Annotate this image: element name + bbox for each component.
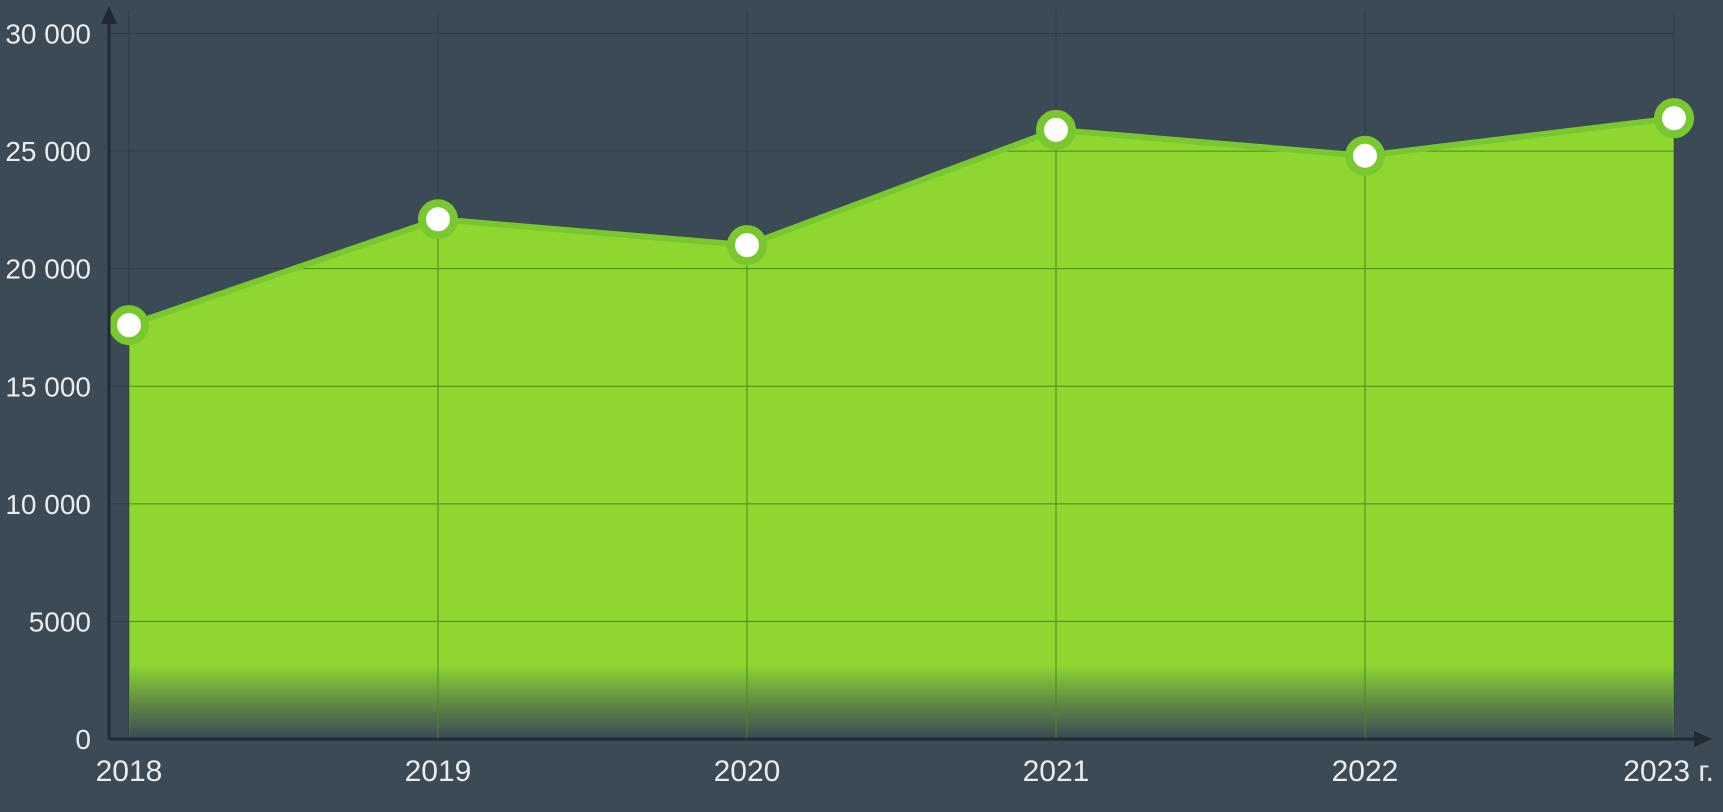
data-point: [731, 229, 763, 261]
data-point: [1658, 102, 1690, 134]
y-tick-label: 0: [75, 724, 91, 755]
x-tick-label: 2019: [405, 755, 472, 788]
area-fill: [129, 118, 1674, 739]
x-tick-label: 2023 г.: [1623, 755, 1714, 788]
data-point: [1349, 140, 1381, 172]
area-chart: 0 5000 10 000 15 000 20 000 25 000 30 000 2018 2…: [0, 0, 1723, 812]
y-tick-label: 30 000: [5, 19, 91, 50]
x-tick-label: 2022: [1332, 755, 1399, 788]
y-tick-label: 5000: [29, 606, 91, 637]
y-tick-label: 15 000: [5, 371, 91, 402]
x-axis-arrow: [1694, 731, 1712, 747]
x-tick-label: 2018: [96, 755, 163, 788]
x-tick-label: 2021: [1023, 755, 1090, 788]
x-tick-label: 2020: [714, 755, 781, 788]
data-point: [422, 203, 454, 235]
y-axis-arrow: [101, 6, 117, 24]
data-point: [113, 309, 145, 341]
chart-svg: 0 5000 10 000 15 000 20 000 25 000 30 000 2018 2…: [0, 0, 1723, 812]
y-tick-label: 10 000: [5, 489, 91, 520]
y-tick-label: 20 000: [5, 254, 91, 285]
y-tick-label: 25 000: [5, 136, 91, 167]
data-point: [1040, 114, 1072, 146]
